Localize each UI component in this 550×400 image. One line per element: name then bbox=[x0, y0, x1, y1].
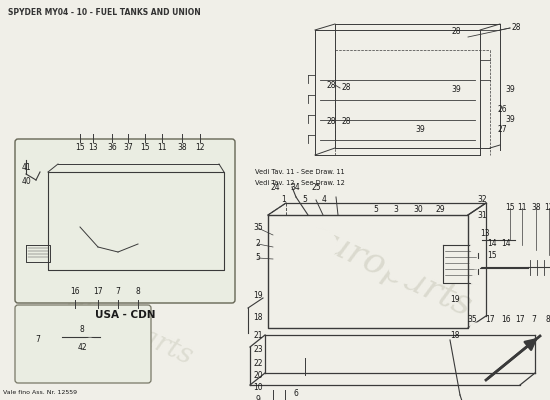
Text: 4: 4 bbox=[322, 196, 327, 204]
Text: 39: 39 bbox=[415, 126, 425, 134]
Text: 17: 17 bbox=[93, 288, 103, 296]
FancyBboxPatch shape bbox=[15, 305, 151, 383]
Text: 39: 39 bbox=[451, 86, 461, 94]
Text: 28: 28 bbox=[327, 80, 336, 90]
Text: 15: 15 bbox=[75, 144, 85, 152]
Text: 24: 24 bbox=[270, 184, 280, 192]
Text: 21: 21 bbox=[253, 330, 263, 340]
Text: 16: 16 bbox=[70, 288, 80, 296]
Ellipse shape bbox=[470, 259, 482, 269]
Text: 17: 17 bbox=[515, 316, 525, 324]
Text: 12: 12 bbox=[544, 204, 550, 212]
Text: 7: 7 bbox=[531, 316, 536, 324]
Text: 18: 18 bbox=[450, 330, 460, 340]
Ellipse shape bbox=[299, 228, 337, 262]
Text: europarts: europarts bbox=[62, 289, 198, 371]
Text: 11: 11 bbox=[157, 144, 167, 152]
Text: 37: 37 bbox=[123, 144, 133, 152]
Ellipse shape bbox=[81, 338, 99, 360]
Text: Vedi Tav. 12 - See Draw. 12: Vedi Tav. 12 - See Draw. 12 bbox=[255, 180, 345, 186]
Text: Vedi Tav. 11 - See Draw. 11: Vedi Tav. 11 - See Draw. 11 bbox=[255, 169, 345, 175]
Text: 28: 28 bbox=[341, 84, 351, 92]
Text: 15: 15 bbox=[487, 250, 497, 260]
Text: 22: 22 bbox=[253, 358, 263, 368]
Text: 15: 15 bbox=[505, 204, 515, 212]
Text: 25: 25 bbox=[311, 184, 321, 192]
Ellipse shape bbox=[127, 222, 149, 242]
Text: 30: 30 bbox=[413, 206, 423, 214]
Text: 10: 10 bbox=[253, 384, 263, 392]
Text: 28: 28 bbox=[512, 24, 521, 32]
Text: 29: 29 bbox=[435, 206, 445, 214]
Text: 23: 23 bbox=[253, 346, 263, 354]
Text: 35: 35 bbox=[253, 224, 263, 232]
Text: 1: 1 bbox=[282, 196, 287, 204]
Text: 26: 26 bbox=[497, 106, 507, 114]
Text: 28: 28 bbox=[327, 118, 336, 126]
Ellipse shape bbox=[470, 307, 482, 317]
Text: 42: 42 bbox=[77, 344, 87, 352]
Ellipse shape bbox=[470, 275, 482, 285]
Text: 15: 15 bbox=[140, 144, 150, 152]
Text: 36: 36 bbox=[107, 144, 117, 152]
Text: 3: 3 bbox=[394, 206, 398, 214]
Ellipse shape bbox=[68, 200, 92, 224]
Text: 41: 41 bbox=[21, 164, 31, 172]
Text: 5: 5 bbox=[302, 196, 307, 204]
Text: SPYDER MY04 - 10 - FUEL TANKS AND UNION: SPYDER MY04 - 10 - FUEL TANKS AND UNION bbox=[8, 8, 201, 17]
Text: 19: 19 bbox=[253, 292, 263, 300]
Text: 14: 14 bbox=[501, 240, 511, 248]
Text: 40: 40 bbox=[21, 178, 31, 186]
Text: 38: 38 bbox=[177, 144, 187, 152]
Text: 19: 19 bbox=[450, 296, 460, 304]
Ellipse shape bbox=[389, 250, 427, 284]
Text: 38: 38 bbox=[531, 204, 541, 212]
Text: 14: 14 bbox=[487, 240, 497, 248]
Text: 2: 2 bbox=[256, 240, 260, 248]
Text: 7: 7 bbox=[36, 336, 41, 344]
Text: 8: 8 bbox=[546, 316, 550, 324]
Text: Vale fino Ass. Nr. 12559: Vale fino Ass. Nr. 12559 bbox=[3, 390, 77, 395]
Text: 16: 16 bbox=[501, 316, 511, 324]
FancyBboxPatch shape bbox=[15, 139, 235, 303]
Text: 39: 39 bbox=[505, 116, 515, 124]
Text: 7: 7 bbox=[116, 288, 120, 296]
Ellipse shape bbox=[470, 291, 482, 301]
Text: 18: 18 bbox=[253, 314, 263, 322]
Text: 20: 20 bbox=[253, 372, 263, 380]
Text: 5: 5 bbox=[373, 206, 378, 214]
Ellipse shape bbox=[31, 338, 49, 360]
Text: 27: 27 bbox=[497, 126, 507, 134]
Text: 13: 13 bbox=[88, 144, 98, 152]
Ellipse shape bbox=[470, 323, 482, 333]
Text: 12: 12 bbox=[195, 144, 205, 152]
Text: 11: 11 bbox=[517, 204, 527, 212]
Text: 13: 13 bbox=[480, 228, 490, 238]
Text: USA - CDN: USA - CDN bbox=[95, 310, 155, 320]
Text: 28: 28 bbox=[341, 118, 351, 126]
Text: 6: 6 bbox=[294, 388, 299, 398]
Text: europarts: europarts bbox=[302, 217, 478, 323]
Text: 5: 5 bbox=[256, 254, 261, 262]
Text: 39: 39 bbox=[505, 86, 515, 94]
Text: 35: 35 bbox=[467, 316, 477, 324]
Text: 28: 28 bbox=[451, 28, 461, 36]
Text: 34: 34 bbox=[290, 184, 300, 192]
Text: 8: 8 bbox=[136, 288, 140, 296]
Text: 32: 32 bbox=[477, 196, 487, 204]
Text: 8: 8 bbox=[80, 326, 84, 334]
Text: 17: 17 bbox=[485, 316, 495, 324]
Ellipse shape bbox=[470, 243, 482, 253]
Text: 9: 9 bbox=[256, 396, 261, 400]
Text: 31: 31 bbox=[477, 210, 487, 220]
